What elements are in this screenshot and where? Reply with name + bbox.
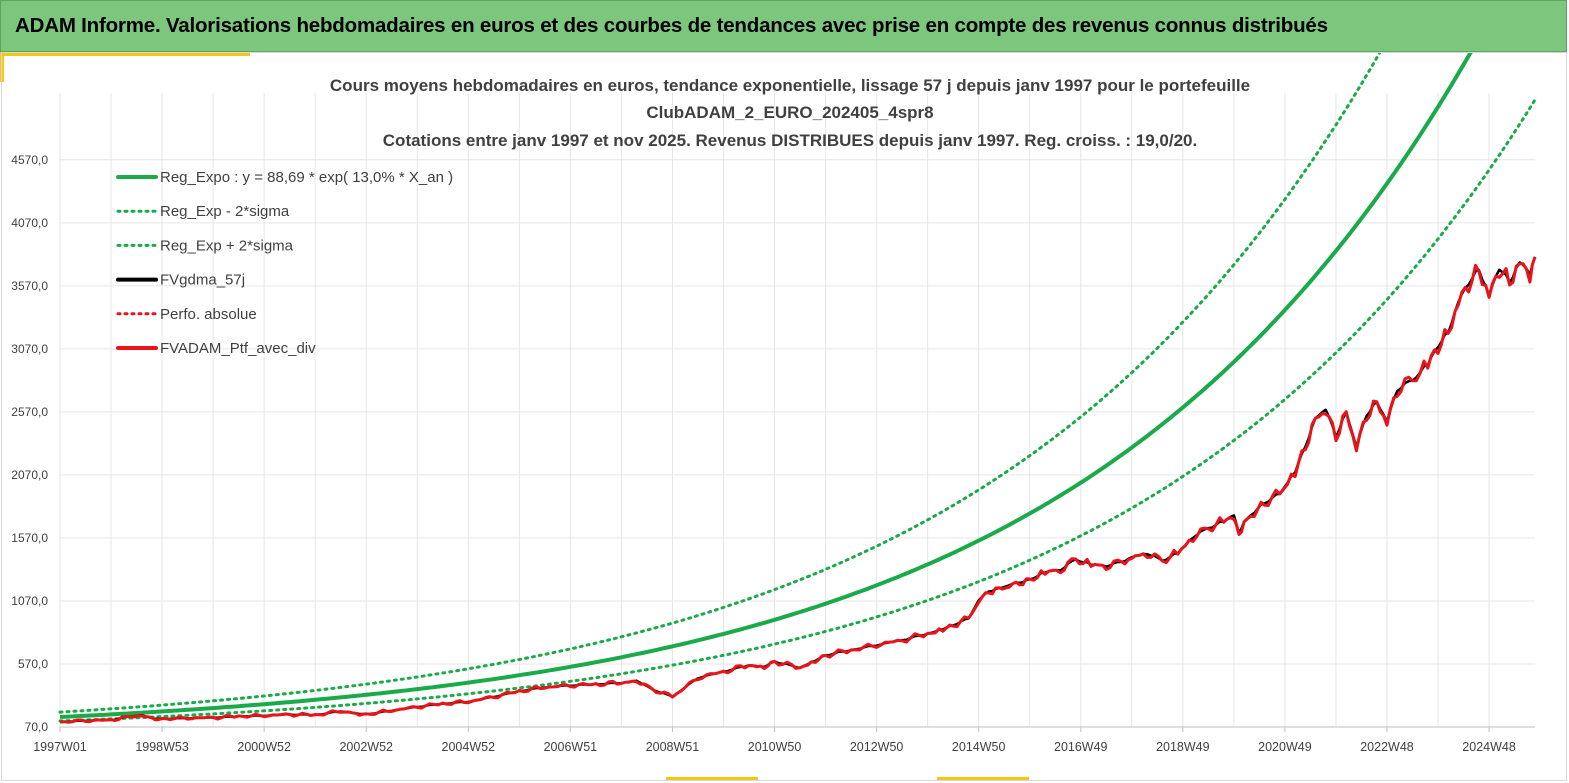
- x-tick-label: 1997W01: [33, 740, 87, 754]
- series-reg-expo-line: [59, 53, 1473, 719]
- y-tick-label: 2570,0: [11, 405, 48, 419]
- y-tick-label: 3070,0: [11, 342, 48, 356]
- x-tick-label: 2020W49: [1258, 740, 1312, 754]
- y-tick-label: 3570,0: [11, 279, 48, 293]
- x-tick-label: 2016W49: [1054, 740, 1108, 754]
- legend: Reg_Expo : y = 88,69 * exp( 13,0% * X_an…: [116, 169, 453, 357]
- y-tick-label: 2070,0: [11, 468, 48, 482]
- header-banner: ADAM Informe. Valorisations hebdomadaire…: [0, 0, 1567, 52]
- legend-label: Reg_Exp - 2*sigma: [160, 203, 290, 220]
- series-reg-upper-line: [58, 53, 1382, 714]
- y-tick-label: 70,0: [25, 720, 49, 734]
- x-tick-label: 2018W49: [1156, 740, 1210, 754]
- x-axis: 1997W01 1998W53 2000W52 2002W52 2004W52 2006W…: [33, 727, 1516, 754]
- accent-bar-bottom-2: [937, 777, 1029, 780]
- legend-label: Reg_Exp + 2*sigma: [160, 237, 294, 254]
- x-tick-label: 2000W52: [237, 740, 291, 754]
- y-tick-label: 1070,0: [11, 594, 48, 608]
- series-reg-lower-line: [58, 98, 1537, 723]
- legend-label: Perfo. absolue: [160, 306, 257, 323]
- y-tick-label: 4570,0: [11, 153, 48, 167]
- legend-label: FVADAM_Ptf_avec_div: [160, 340, 316, 357]
- grid: [59, 93, 1535, 728]
- page-title: ADAM Informe. Valorisations hebdomadaire…: [15, 14, 1328, 37]
- x-tick-label: 1998W53: [135, 740, 189, 754]
- chart-title-line-1: Cours moyens hebdomadaires en euros, ten…: [330, 76, 1250, 95]
- accent-bar: [0, 52, 250, 56]
- x-tick-label: 2010W50: [748, 740, 802, 754]
- chart-area: Cours moyens hebdomadaires en euros, ten…: [1, 52, 1567, 781]
- x-tick-label: 2022W48: [1360, 740, 1414, 754]
- series-fvgdma-line: [59, 256, 1537, 724]
- y-axis: 70,0 570,0 1070,0 1570,0 2070,0 2570,0 3070,0 3…: [11, 153, 48, 734]
- x-tick-label: 2024W48: [1462, 740, 1516, 754]
- x-tick-label: 2004W52: [442, 740, 496, 754]
- y-tick-label: 1570,0: [11, 531, 48, 545]
- accent-bar-bottom-1: [666, 777, 758, 780]
- x-tick-label: 2006W51: [544, 740, 598, 754]
- legend-label: Reg_Expo : y = 88,69 * exp( 13,0% * X_an…: [160, 169, 453, 186]
- accent-bar-vertical: [0, 52, 4, 82]
- y-tick-label: 4070,0: [11, 216, 48, 230]
- line-chart: Cours moyens hebdomadaires en euros, ten…: [11, 53, 1537, 754]
- legend-label: FVgdma_57j: [160, 272, 245, 289]
- x-tick-label: 2014W50: [952, 740, 1006, 754]
- chart-title-line-2: ClubADAM_2_EURO_202405_4spr8: [646, 103, 933, 122]
- chart-title-line-3: Cotations entre janv 1997 et nov 2025. R…: [383, 131, 1197, 150]
- x-tick-label: 2012W50: [850, 740, 904, 754]
- y-tick-label: 570,0: [18, 657, 48, 671]
- x-tick-label: 2002W52: [339, 740, 393, 754]
- x-tick-label: 2008W51: [646, 740, 700, 754]
- series-fvadam-line: [59, 256, 1537, 724]
- series-group: [58, 53, 1537, 724]
